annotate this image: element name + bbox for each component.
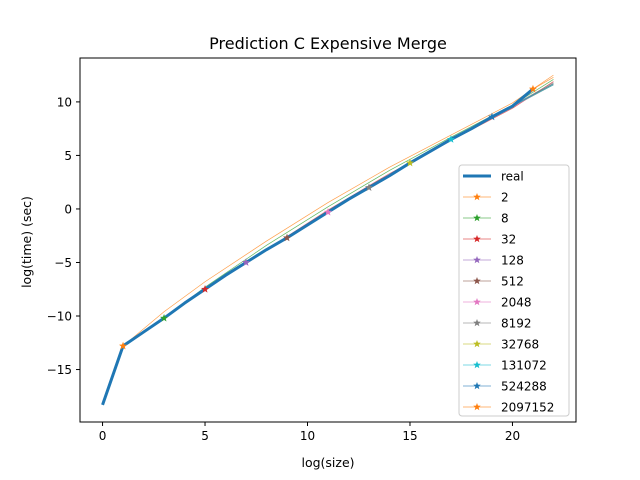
legend-label-131072: 131072: [501, 359, 547, 373]
x-axis-label: log(size): [301, 455, 354, 470]
marker-8192: [365, 183, 373, 191]
real-line: [101, 87, 534, 406]
legend-label-2097152: 2097152: [501, 401, 554, 415]
marker-2048: [324, 207, 332, 216]
legend-swatch-marker-128: [473, 256, 481, 264]
y-tick-label: −15: [47, 363, 72, 377]
x-tick-label: 0: [99, 429, 107, 443]
y-tick-label: 0: [64, 202, 72, 216]
marker-128: [242, 258, 251, 266]
legend-swatch-marker-2048: [473, 298, 481, 306]
marker-131072: [446, 135, 455, 143]
legend-swatch-marker-2097152: [473, 403, 481, 411]
marker-32768: [405, 158, 414, 167]
plot-frame: [79, 57, 577, 423]
legend-label-32: 32: [501, 233, 516, 247]
legend-label-8192: 8192: [501, 317, 532, 331]
y-tick-label: −5: [54, 256, 72, 270]
x-tick-label: 10: [300, 429, 315, 443]
y-axis-label: log(time) (sec): [19, 196, 34, 288]
plot-lines: [101, 74, 554, 406]
plot-markers: [119, 84, 537, 350]
legend: real 2 8 32 128 512 2048 8192 32768 131072 524288 2…: [458, 164, 570, 417]
marker-524288: [487, 112, 496, 121]
y-ticks: −15 −10 −5 0 5 10: [47, 95, 80, 377]
legend-swatch-marker-8192: [473, 319, 481, 327]
marker-2097152: [528, 84, 537, 93]
x-tick-label: 5: [201, 429, 209, 443]
y-tick-label: 10: [57, 95, 72, 109]
y-tick-label: 5: [64, 149, 72, 163]
marker-32: [201, 285, 210, 293]
legend-box: [458, 164, 570, 417]
prediction-line-2097152: [532, 76, 554, 90]
marker-2: [119, 341, 128, 350]
marker-512: [283, 233, 291, 242]
x-tick-label: 15: [402, 429, 417, 443]
legend-label-real: real: [501, 170, 524, 184]
legend-swatch-marker-8: [473, 214, 481, 222]
legend-label-32768: 32768: [501, 338, 539, 352]
legend-swatch-marker-32: [473, 235, 481, 243]
legend-label-2048: 2048: [501, 296, 532, 310]
legend-swatch-marker-2: [473, 193, 481, 201]
marker-8: [160, 313, 169, 322]
legend-swatch-marker-524288: [473, 382, 481, 390]
x-tick-label: 20: [505, 429, 520, 443]
chart-title: Prediction C Expensive Merge: [209, 34, 447, 53]
legend-swatch-marker-512: [473, 277, 481, 285]
legend-label-524288: 524288: [501, 380, 547, 394]
y-tick-label: −10: [47, 310, 72, 324]
legend-swatch-marker-32768: [473, 340, 481, 348]
legend-label-8: 8: [501, 212, 509, 226]
legend-label-2: 2: [501, 191, 509, 205]
x-ticks: 0 5 10 15 20: [99, 422, 520, 443]
legend-swatch-marker-131072: [473, 361, 481, 369]
legend-label-128: 128: [501, 254, 524, 268]
legend-label-512: 512: [501, 275, 524, 289]
